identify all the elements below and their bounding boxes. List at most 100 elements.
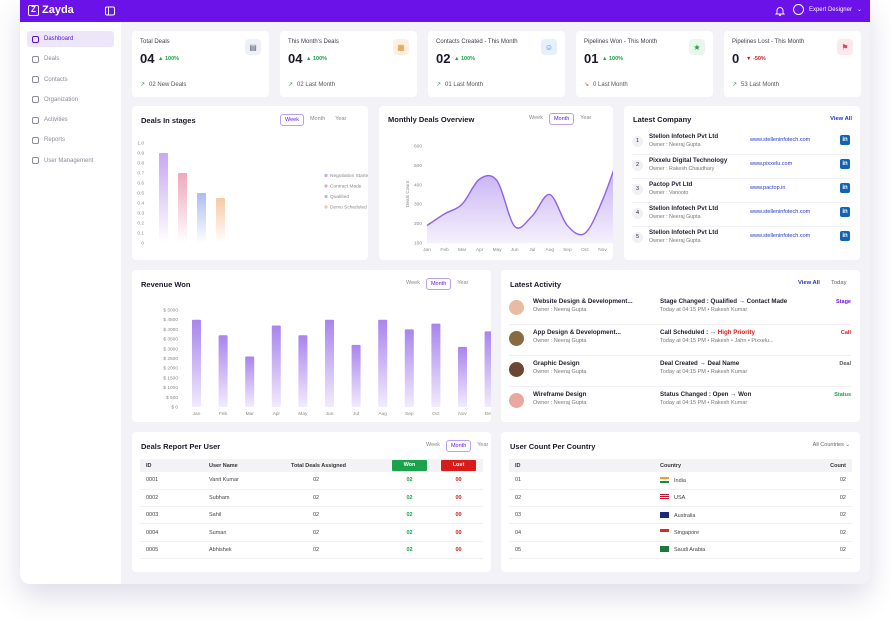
stat-footer: ↗ 02 New Deals (140, 81, 187, 89)
activity-badge: Stage (836, 299, 851, 305)
bell-icon[interactable] (774, 5, 786, 17)
stat-card-pipelines-won[interactable]: Pipelines Won - This Month 01 ▲ 100% ★ ↘… (576, 31, 713, 97)
trend-down-icon: ↘ (584, 82, 590, 88)
tab-month[interactable]: Month (445, 440, 472, 452)
cell-id: 01 (509, 472, 654, 490)
view-all-link[interactable]: View All (798, 280, 820, 286)
linkedin-icon[interactable]: in (840, 231, 850, 241)
linkedin-icon[interactable]: in (840, 183, 850, 193)
cell-id: 0004 (140, 523, 203, 542)
bar (298, 335, 308, 407)
activity-row[interactable]: Website Design & Development... Owner : … (509, 294, 851, 325)
linkedin-icon[interactable]: in (840, 135, 850, 145)
y-tick-label: 0.6 (137, 181, 144, 187)
y-tick-label: 600 (414, 144, 422, 150)
x-tick-label: Sep (405, 411, 414, 417)
tab-month[interactable]: Month (309, 116, 326, 122)
avatar (509, 331, 524, 346)
bar (351, 344, 361, 407)
sidebar-item-reports[interactable]: Reports (27, 132, 114, 148)
sidebar-item-dashboard[interactable]: Dashboard (27, 31, 114, 47)
legend-marker (324, 205, 328, 209)
tab-year[interactable]: Year (457, 280, 469, 286)
table-row[interactable]: 0003 Sahil 02 02 00 (140, 506, 483, 525)
company-row[interactable]: 4 Stellon Infotech Pvt Ltd Owner : Neera… (632, 203, 852, 227)
sidebar-item-user-management[interactable]: User Management (27, 153, 114, 169)
sidebar-item-contacts[interactable]: Contacts (27, 72, 114, 88)
activity-meta: Today at 04:15 PM • Rakesh Kumar (660, 369, 748, 375)
stat-delta: ▼ -50% (746, 56, 766, 62)
tab-week[interactable]: Week (406, 280, 420, 286)
company-website-link[interactable]: www.pixxelu.com (750, 161, 793, 167)
table-row[interactable]: 04 Singapore 02 (509, 523, 852, 542)
company-website-link[interactable]: www.stelleninfotech.com (750, 209, 811, 215)
sidebar-item-organization[interactable]: Organization (27, 92, 114, 108)
company-row[interactable]: 5 Stellon Infotech Pvt Ltd Owner : Neera… (632, 227, 852, 251)
brand[interactable]: Z Zayda (28, 4, 74, 16)
table-row[interactable]: 02 USA 02 (509, 489, 852, 508)
table-row[interactable]: 0004 Suman 02 02 00 (140, 523, 483, 542)
today-filter[interactable]: Today (831, 280, 847, 286)
table-row[interactable]: 0002 Subham 02 02 00 (140, 489, 483, 508)
x-tick-label: Jan (423, 247, 431, 253)
column-header-lost: Lost (434, 459, 483, 472)
sidebar-item-activities[interactable]: Activities (27, 112, 114, 128)
tab-week[interactable]: Week (280, 114, 304, 126)
sidebar-toggle-icon[interactable] (104, 5, 116, 17)
stat-card-pipelines-lost[interactable]: Pipelines Lost - This Month 0 ▼ -50% ⚑ ↗… (724, 31, 861, 97)
activity-row[interactable]: Wireframe Design Owner : Neeraj Gupta St… (509, 387, 851, 418)
stat-value: 0 (732, 51, 740, 66)
stat-card-contacts[interactable]: Contacts Created - This Month 02 ▲ 100% … (428, 31, 565, 97)
activity-owner: Owner : Neeraj Gupta (533, 369, 587, 375)
stat-card-total-deals[interactable]: Total Deals 04 ▲ 100% ▤ ↗ 02 New Deals (132, 31, 269, 97)
table-row[interactable]: 0001 Vanit Kumar 02 02 00 (140, 472, 483, 490)
activity-title: Wireframe Design (533, 391, 587, 398)
tab-year[interactable]: Year (580, 115, 592, 121)
table-row[interactable]: 05 Saudi Arabia 02 (509, 541, 852, 559)
x-tick-label: Mar (246, 411, 255, 417)
company-website-link[interactable]: www.pactop.in (750, 185, 786, 191)
sidebar-item-label: Dashboard (44, 36, 74, 42)
top-bar: Z Zayda Expert Designer ⌄ (20, 0, 870, 22)
stat-delta: ▲ 100% (158, 56, 180, 62)
company-website-link[interactable]: www.stelleninfotech.com (750, 137, 811, 143)
activity-row[interactable]: App Design & Development... Owner : Neer… (509, 325, 851, 356)
view-all-link[interactable]: View All (830, 116, 852, 122)
tab-year[interactable]: Year (477, 442, 489, 448)
table-row[interactable]: 03 Australia 02 (509, 506, 852, 525)
x-tick-label: Sep (563, 247, 572, 253)
company-owner: Owner : Vanooto (649, 190, 689, 196)
company-row[interactable]: 3 Pactop Pvt Ltd Owner : Vanooto www.pac… (632, 179, 852, 203)
table-row[interactable]: 01 India 02 (509, 472, 852, 490)
tab-week[interactable]: Week (529, 115, 543, 121)
activity-row[interactable]: Graphic Design Owner : Neeraj Gupta Deal… (509, 356, 851, 387)
x-tick-label: Jan (193, 411, 201, 417)
tab-year[interactable]: Year (335, 116, 347, 122)
linkedin-icon[interactable]: in (840, 159, 850, 169)
tab-month[interactable]: Month (548, 113, 575, 125)
user-menu[interactable]: Expert Designer ⌄ (792, 4, 862, 15)
card-title: Latest Activity (510, 280, 561, 289)
table-row[interactable]: 0005 Abhishek 02 02 00 (140, 541, 483, 559)
company-name: Pixxelu Digital Technology (649, 157, 728, 164)
sidebar-item-deals[interactable]: Deals (27, 51, 114, 67)
cell-lost: 00 (434, 541, 483, 559)
stat-card-month-deals[interactable]: This Month's Deals 04 ▲ 100% ▦ ↗ 02 Last … (280, 31, 417, 97)
deals-in-stages-chart: 0 0.1 0.2 0.3 0.4 0.5 0.6 0.7 0.8 0.9 1.0 Negotiati… (137, 141, 368, 247)
linkedin-icon[interactable]: in (840, 207, 850, 217)
column-header: Country (654, 459, 794, 472)
bar (404, 329, 414, 407)
stat-value: 04 (288, 51, 303, 66)
company-row[interactable]: 2 Pixxelu Digital Technology Owner : Rak… (632, 155, 852, 179)
company-row[interactable]: 1 Stellon Infotech Pvt Ltd Owner : Neera… (632, 131, 852, 155)
rank-badge: 5 (632, 232, 643, 243)
country-filter-dropdown[interactable]: All Countries ⌄ (812, 442, 850, 448)
tab-week[interactable]: Week (426, 442, 440, 448)
trophy-icon: ★ (689, 39, 705, 55)
organization-icon (32, 96, 39, 104)
activities-icon (32, 116, 39, 124)
company-website-link[interactable]: www.stelleninfotech.com (750, 233, 811, 239)
tab-month[interactable]: Month (425, 278, 452, 290)
y-tick-label: 200 (414, 221, 422, 227)
cell-lost: 00 (434, 472, 483, 490)
